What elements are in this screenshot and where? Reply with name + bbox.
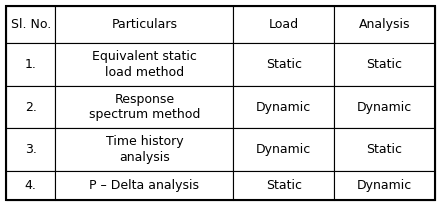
Bar <box>334 86 435 128</box>
Text: Response
spectrum method: Response spectrum method <box>89 93 200 121</box>
Text: Dynamic: Dynamic <box>357 101 412 113</box>
Bar <box>55 171 233 200</box>
Bar <box>6 43 55 86</box>
Text: Analysis: Analysis <box>359 18 410 31</box>
Text: 2.: 2. <box>25 101 37 113</box>
Bar <box>55 86 233 128</box>
Text: Static: Static <box>366 143 403 156</box>
Bar <box>334 6 435 43</box>
Bar <box>6 6 55 43</box>
Bar <box>334 43 435 86</box>
Bar <box>233 171 334 200</box>
Bar <box>6 86 55 128</box>
Bar <box>233 43 334 86</box>
Text: Static: Static <box>366 58 403 71</box>
Bar <box>334 171 435 200</box>
Bar <box>55 128 233 171</box>
Text: Dynamic: Dynamic <box>357 179 412 192</box>
Bar <box>233 6 334 43</box>
Text: Dynamic: Dynamic <box>256 101 311 113</box>
Text: Static: Static <box>266 58 302 71</box>
Text: P – Delta analysis: P – Delta analysis <box>90 179 199 192</box>
Text: 1.: 1. <box>25 58 37 71</box>
Text: Dynamic: Dynamic <box>256 143 311 156</box>
Bar <box>6 171 55 200</box>
Text: Equivalent static
load method: Equivalent static load method <box>92 50 197 79</box>
Text: Static: Static <box>266 179 302 192</box>
Text: 4.: 4. <box>25 179 37 192</box>
Text: Particulars: Particulars <box>111 18 177 31</box>
Bar <box>233 86 334 128</box>
Bar <box>55 43 233 86</box>
Text: Sl. No.: Sl. No. <box>11 18 51 31</box>
Bar <box>6 128 55 171</box>
Bar <box>233 128 334 171</box>
Bar <box>334 128 435 171</box>
Text: 3.: 3. <box>25 143 37 156</box>
Text: Load: Load <box>269 18 299 31</box>
Text: Time history
analysis: Time history analysis <box>105 135 183 164</box>
Bar <box>55 6 233 43</box>
